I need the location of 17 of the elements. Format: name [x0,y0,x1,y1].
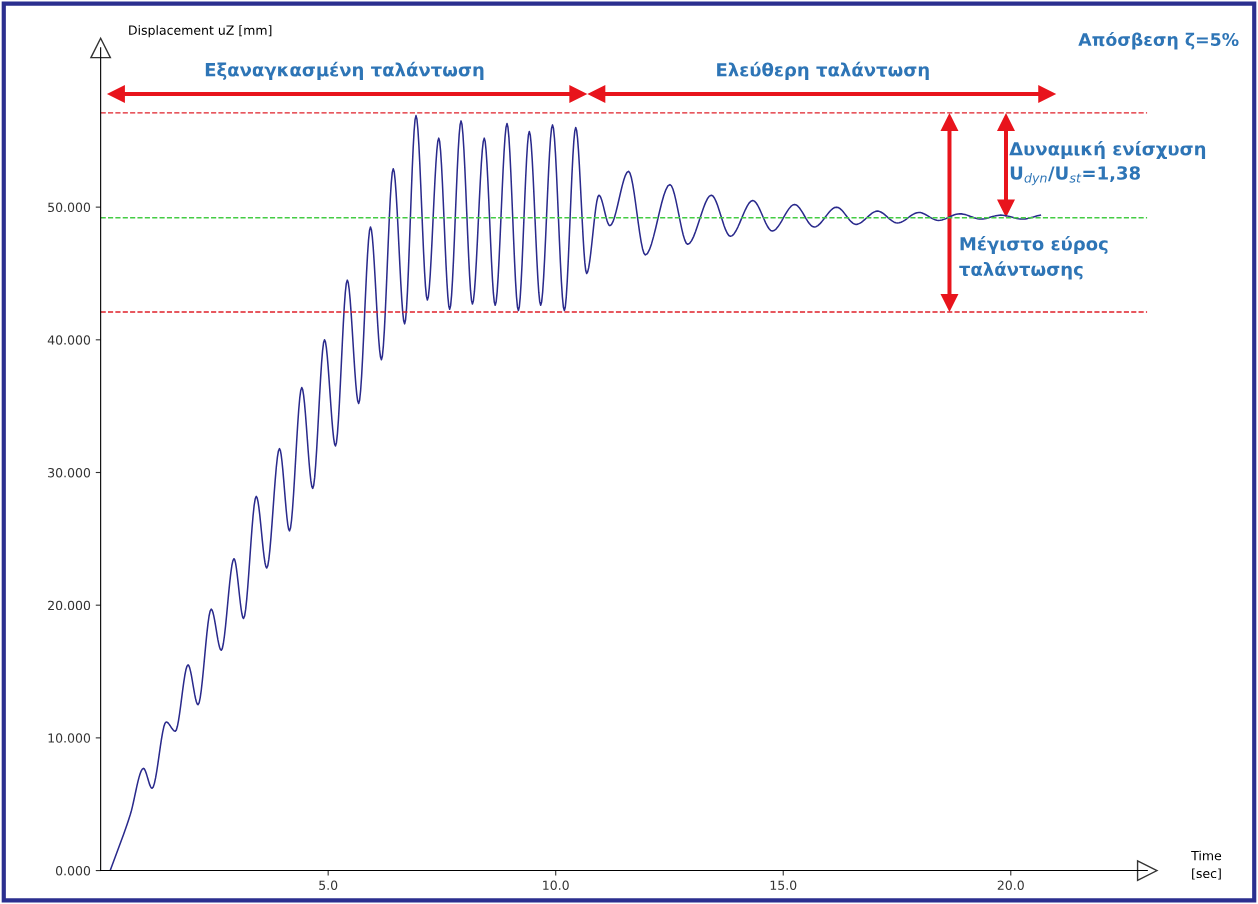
x-tick-label: 15.0 [770,880,797,890]
x-tick-label: 20.0 [997,880,1024,890]
y-tick-label: 40.000 [47,335,91,345]
x-tick-label: 5.0 [319,880,338,890]
y-tick-label: 20.000 [48,600,91,611]
y-tick-label: 30.000 [48,467,91,478]
y-tick-label: 10.000 [48,733,91,743]
x-tick-label: 10.0 [543,880,569,890]
annotation: Εξαναγκασμένη ταλάντωση [205,61,484,81]
annotation: Ελεύθερη ταλάντωση [717,61,929,81]
annotation: Δυναμική ενίσχυση U$_{dyn}$/U$_{st}$=1,38 [1009,140,1206,186]
annotation: Μέγιστο εύρος ταλάντωσης [959,235,1108,280]
x-axis-title: Time [sec] [1191,850,1222,880]
y-axis-title: Displacement uZ [mm] [129,25,272,38]
annotation: Απόσβεση ζ=5% [1078,31,1239,50]
y-tick-label: 0.000 [55,866,91,876]
y-tick-label: 50.000 [48,202,91,213]
